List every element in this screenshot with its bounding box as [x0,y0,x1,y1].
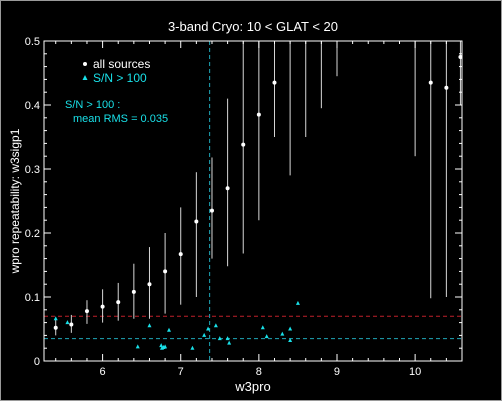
all-sources-point [84,309,89,314]
x-tick-label: 6 [100,366,106,378]
all-sources-point [178,252,183,257]
all-sources-point [225,186,230,191]
all-sources-point [147,282,152,287]
all-sources-point [163,269,168,274]
high-snr-point [53,316,58,321]
legend-triangle-marker [82,75,88,80]
high-snr-point [217,336,222,341]
plot-axes-box [43,40,463,362]
x-tick-label: 10 [409,366,421,378]
high-snr-point [260,325,265,330]
high-snr-point [227,340,232,345]
y-tick-label: 0.5 [25,36,40,48]
reference-lines [44,41,462,361]
all-sources-point [458,55,463,59]
all-sources-point [256,112,261,117]
high-snr-point [159,343,164,348]
all-sources-point [53,325,58,330]
all-sources-point [209,208,214,213]
all-sources-point [194,219,199,224]
y-tick-label: 0.4 [25,100,40,112]
all-sources-point [444,85,449,90]
annotation-line-2: mean RMS = 0.035 [73,113,168,125]
high-snr-point [202,332,207,337]
x-axis-label: w3pro [234,379,270,394]
high-snr-point [264,334,269,339]
x-tick-label: 8 [256,366,262,378]
high-snr-point [280,331,285,336]
annotation-line-1: S/N > 100 : [65,99,120,111]
high-snr-point [135,344,140,349]
high-snr-point [167,327,172,332]
high-snr-point [147,323,152,328]
y-tick-label: 0.2 [25,228,40,240]
high-snr-point [206,326,211,331]
x-tick-label: 9 [334,366,340,378]
y-tick-label: 0 [34,356,40,368]
legend: all sources S/N > 100 [82,57,150,85]
all-sources-point [428,80,433,85]
all-sources-point [116,300,121,305]
high-snr-point [190,345,195,350]
high-snr-point [163,344,168,349]
all-sources-point [241,142,246,147]
chart-title: 3-band Cryo: 10 < GLAT < 20 [168,19,338,34]
error-bars [55,41,461,336]
all-sources-point [131,289,136,294]
x-tick-label: 7 [178,366,184,378]
high-snr-point [295,300,300,305]
all-sources-point [100,304,105,309]
legend-dot-marker [83,62,87,66]
all-sources-point [69,322,74,327]
high-snr-points [53,300,300,350]
tick-labels: 6 7 8 9 10 0 0.1 0.2 0.3 0.4 0.5 [25,36,422,378]
legend-label-all-sources: all sources [93,57,150,71]
all-sources-points [53,55,463,330]
y-axis-label: wpro repeatability: w3sigp1 [8,128,22,274]
legend-label-high-snr: S/N > 100 [93,71,147,85]
high-snr-point [288,326,293,331]
axis-ticks [44,40,463,362]
y-tick-label: 0.1 [25,292,40,304]
high-snr-point [225,336,230,341]
high-snr-point [213,323,218,328]
y-tick-label: 0.3 [25,164,40,176]
high-snr-point [65,320,70,325]
high-snr-point [288,338,293,343]
all-sources-point [272,80,277,85]
